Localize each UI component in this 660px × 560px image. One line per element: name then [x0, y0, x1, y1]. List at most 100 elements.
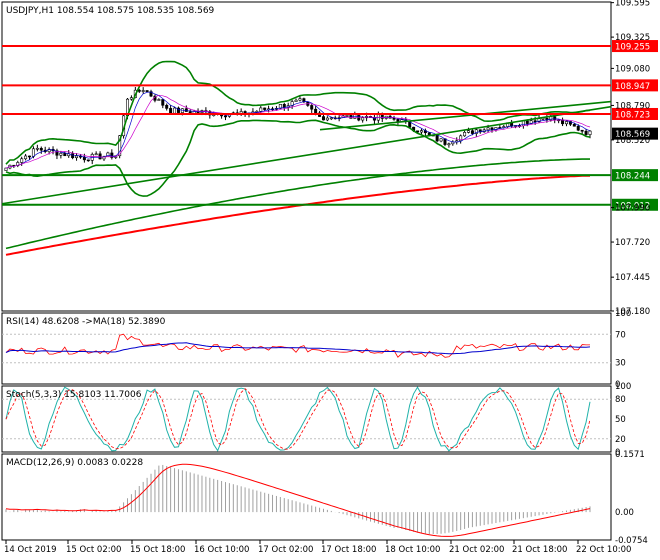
- macd-title: MACD(12,26,9) 0.0083 0.0228: [6, 458, 143, 468]
- rsi-pane: [1, 312, 612, 385]
- y-tick-label: 107.990: [615, 204, 650, 214]
- candle-body: [282, 103, 286, 108]
- stoch-y-tick-label: 80: [615, 395, 626, 405]
- x-tick-label: 22 Oct 10:00: [576, 545, 631, 555]
- candle-body: [416, 130, 420, 133]
- price-label: 108.569: [615, 130, 650, 140]
- stoch-y-tick-label: 20: [615, 435, 626, 445]
- candle-body: [239, 111, 243, 114]
- candle-body: [325, 117, 329, 121]
- candle-body: [106, 152, 110, 157]
- candle-body: [24, 155, 28, 160]
- candle-body: [580, 129, 584, 132]
- candle-body: [474, 129, 478, 134]
- candle-body: [145, 90, 149, 92]
- candle-body: [419, 130, 423, 133]
- candle-body: [435, 135, 439, 142]
- level-label: 108.012: [615, 201, 650, 211]
- candle-body: [259, 107, 263, 112]
- candle-body: [329, 117, 333, 120]
- candle-body: [263, 107, 267, 110]
- stoch-y-tick-label: 0: [615, 448, 620, 458]
- candle-body: [161, 99, 165, 106]
- candle-body: [110, 152, 114, 158]
- candle-body: [392, 117, 396, 120]
- candle-body: [459, 135, 463, 142]
- candle-body: [361, 117, 365, 121]
- trendline-lower: [1, 105, 612, 205]
- x-tick-label: 18 Oct 10:00: [385, 545, 440, 555]
- main-title: USDJPY,H1 108.554 108.575 108.535 108.56…: [6, 6, 215, 16]
- ma-mid-line: [5, 94, 591, 169]
- candle-body: [345, 115, 349, 117]
- rsi-layer: [2, 333, 611, 364]
- candle-body: [31, 148, 35, 157]
- bollinger-lower-line: [5, 119, 591, 197]
- y-tick-label: 107.445: [615, 273, 650, 283]
- candle-body: [439, 138, 443, 142]
- y-tick-label: 108.520: [615, 136, 650, 146]
- rsi-y-tick-label: 30: [615, 359, 626, 369]
- rsi-y-tick-label: 100: [615, 309, 631, 319]
- candle-body: [63, 153, 67, 157]
- main-price-layer: [1, 45, 612, 256]
- candle-body: [184, 108, 188, 112]
- x-tick-label: 21 Oct 18:00: [512, 545, 567, 555]
- stoch-layer: [2, 386, 611, 452]
- stoch-pane: [1, 385, 612, 453]
- stoch-main-line: [5, 386, 591, 452]
- candle-body: [576, 125, 580, 131]
- rsi-y-tick-label: 0: [615, 380, 620, 390]
- candle-body: [447, 143, 451, 146]
- level-label-box: [612, 79, 658, 92]
- stoch-title: Stoch(5,3,3) 15.8103 11.7006: [6, 390, 142, 400]
- price-label-box: [612, 127, 658, 140]
- candle-body: [223, 115, 227, 118]
- candle-body: [564, 121, 568, 125]
- candle-body: [173, 107, 177, 114]
- candle-body: [533, 120, 537, 123]
- candle-body: [494, 127, 498, 131]
- candle-body: [584, 130, 588, 135]
- candle-body: [298, 98, 302, 101]
- x-tick-label: 15 Oct 18:00: [130, 545, 185, 555]
- candle-body: [380, 114, 384, 119]
- level-label: 108.723: [615, 110, 650, 120]
- x-tick-label: 16 Oct 10:00: [194, 545, 249, 555]
- rsi-title: RSI(14) 48.6208 ->MA(18) 52.3890: [6, 317, 166, 327]
- ma-green-line: [5, 158, 590, 250]
- candle-body: [176, 107, 180, 113]
- macd-y-tick-label: -0.0754: [615, 536, 648, 546]
- level-label-box: [612, 40, 658, 53]
- candle-body: [28, 155, 32, 158]
- x-tick-label: 14 Oct 2019: [4, 545, 57, 555]
- candle-body: [486, 127, 490, 131]
- candle-body: [165, 104, 169, 109]
- candle-body: [314, 108, 318, 114]
- x-tick-label: 17 Oct 18:00: [321, 545, 376, 555]
- macd-y-tick-label: 0.00: [615, 508, 634, 518]
- candle-body: [568, 121, 572, 125]
- y-tick-label: 109.080: [615, 64, 650, 74]
- candle-body: [86, 159, 90, 162]
- level-label-box: [612, 107, 658, 120]
- candle-body: [466, 130, 470, 133]
- candle-body: [75, 155, 79, 159]
- candle-body: [137, 89, 141, 92]
- candle-body: [39, 147, 43, 151]
- rsi-y-tick-label: 70: [615, 330, 626, 340]
- candle-body: [55, 150, 59, 156]
- candle-body: [470, 130, 474, 134]
- candle-body: [59, 153, 63, 156]
- level-label: 109.255: [615, 43, 650, 53]
- candle-body: [94, 153, 98, 156]
- candle-body: [71, 153, 75, 159]
- candle-body: [149, 91, 153, 97]
- macd-signal-line: [5, 463, 591, 537]
- candle-body: [294, 99, 298, 102]
- stoch-y-tick-label: 100: [615, 382, 631, 392]
- candle-body: [98, 153, 102, 160]
- candle-body: [521, 120, 525, 126]
- candle-body: [278, 103, 282, 109]
